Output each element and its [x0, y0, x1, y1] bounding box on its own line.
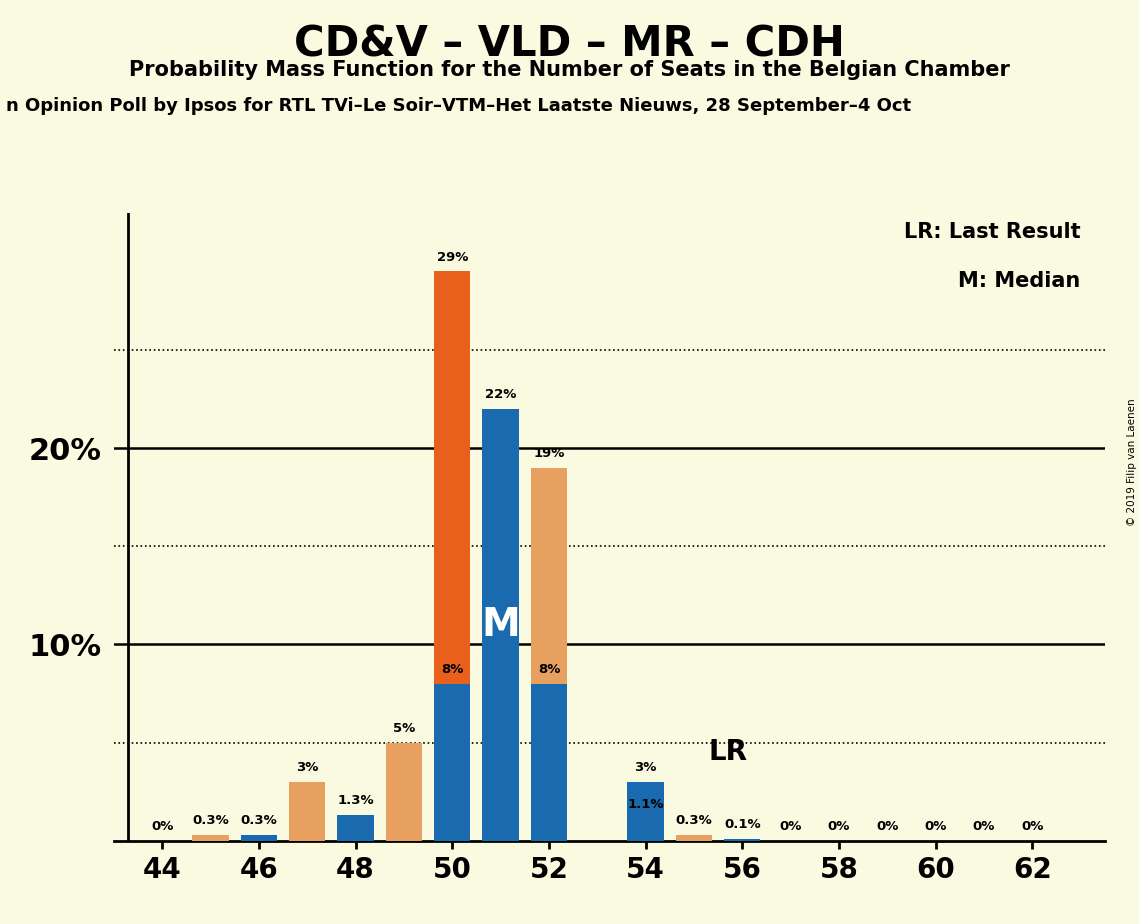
Text: 1.1%: 1.1%	[628, 798, 664, 811]
Text: 0.3%: 0.3%	[240, 814, 277, 827]
Text: 8%: 8%	[538, 663, 560, 676]
Bar	[289, 782, 326, 841]
Text: 3%: 3%	[634, 761, 657, 774]
Bar	[434, 272, 470, 841]
Bar	[531, 684, 567, 841]
Text: LR: LR	[708, 738, 747, 767]
Text: Probability Mass Function for the Number of Seats in the Belgian Chamber: Probability Mass Function for the Number…	[129, 60, 1010, 80]
Text: 0.3%: 0.3%	[675, 814, 712, 827]
Bar	[337, 815, 374, 841]
Text: 19%: 19%	[533, 447, 565, 460]
Bar	[434, 684, 470, 841]
Text: 1.3%: 1.3%	[337, 795, 374, 808]
Text: 0%: 0%	[828, 820, 850, 833]
Text: n Opinion Poll by Ipsos for RTL TVi–Le Soir–VTM–Het Laatste Nieuws, 28 September: n Opinion Poll by Ipsos for RTL TVi–Le S…	[6, 97, 911, 115]
Bar	[531, 468, 567, 841]
Text: LR: Last Result: LR: Last Result	[904, 223, 1081, 242]
Text: 0%: 0%	[779, 820, 802, 833]
Bar	[386, 743, 423, 841]
Text: 22%: 22%	[485, 388, 516, 401]
Bar	[628, 782, 664, 841]
Bar	[724, 839, 761, 841]
Text: 0.1%: 0.1%	[724, 818, 761, 831]
Text: 3%: 3%	[296, 761, 319, 774]
Bar	[192, 835, 229, 841]
Text: 29%: 29%	[436, 250, 468, 263]
Text: 8%: 8%	[441, 663, 464, 676]
Text: M: M	[482, 606, 521, 644]
Bar	[483, 408, 518, 841]
Text: CD&V – VLD – MR – CDH: CD&V – VLD – MR – CDH	[294, 23, 845, 65]
Text: 0%: 0%	[925, 820, 947, 833]
Text: 5%: 5%	[393, 722, 415, 735]
Text: 0%: 0%	[876, 820, 899, 833]
Text: 0%: 0%	[151, 820, 173, 833]
Text: © 2019 Filip van Laenen: © 2019 Filip van Laenen	[1126, 398, 1137, 526]
Bar	[240, 835, 277, 841]
Text: 0.3%: 0.3%	[192, 814, 229, 827]
Text: 0%: 0%	[973, 820, 995, 833]
Bar	[675, 835, 712, 841]
Bar	[628, 820, 664, 841]
Text: M: Median: M: Median	[958, 272, 1081, 291]
Text: 0%: 0%	[1022, 820, 1043, 833]
